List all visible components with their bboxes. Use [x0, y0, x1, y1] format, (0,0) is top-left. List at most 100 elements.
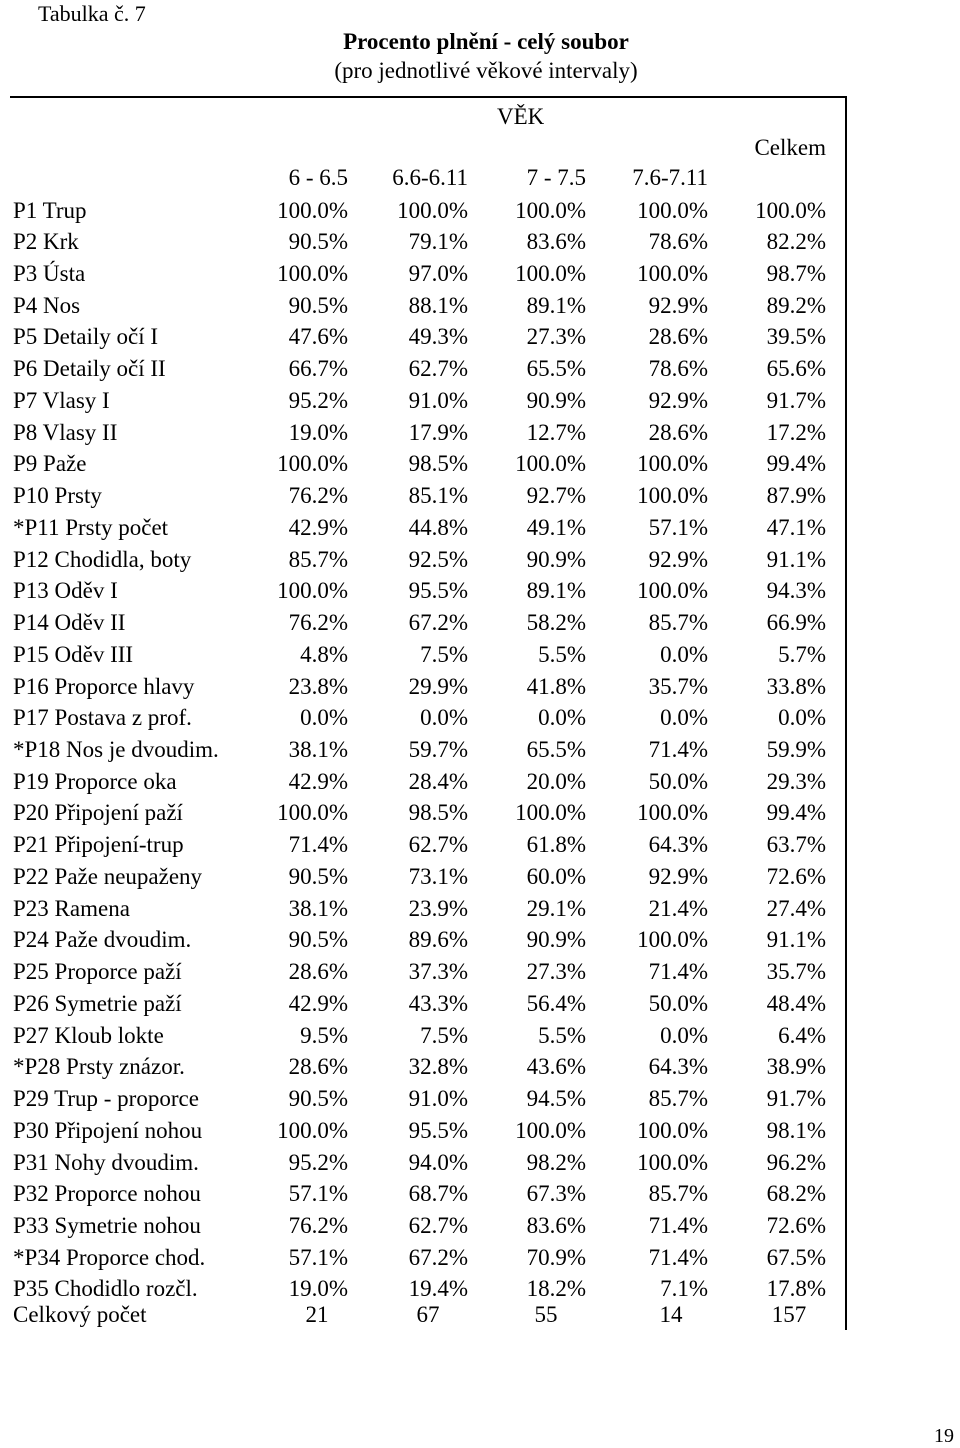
percent-cell: 32.8%	[408, 1054, 468, 1080]
percent-cell: 95.5%	[408, 1117, 468, 1143]
column-header: 7.6-7.11	[632, 165, 708, 190]
percent-cell: 100.0%	[277, 1117, 348, 1143]
percent-cell: 90.9%	[526, 546, 586, 572]
percent-cell: 7.5%	[420, 1022, 468, 1048]
page-number: 19	[934, 1425, 954, 1447]
row-label: *P34 Proporce chod.	[13, 1244, 206, 1270]
percent-cell: 28.6%	[288, 1054, 348, 1080]
row-label: P21 Připojení-trup	[13, 832, 184, 858]
percent-cell: 78.6%	[648, 356, 708, 382]
percent-cell: 76.2%	[288, 1213, 348, 1238]
percent-cell: 85.7%	[648, 1086, 708, 1112]
percent-cell: 27.3%	[526, 959, 586, 985]
row-label: P8 Vlasy II	[13, 419, 118, 445]
total-percent-cell: 100.0%	[755, 197, 826, 223]
total-percent-cell: 96.2%	[766, 1149, 826, 1175]
percent-cell: 73.1%	[408, 863, 468, 889]
percent-cell: 94.5%	[526, 1086, 586, 1112]
table-row: P35 Chodidlo rozčl. 19.0% 19.4% 18.2% 7.1% 17…	[0, 1274, 960, 1306]
percent-cell: 85.1%	[408, 483, 468, 509]
percent-cell: 28.6%	[648, 419, 708, 445]
percent-cell: 56.4%	[526, 990, 586, 1016]
percent-cell: 89.6%	[408, 927, 468, 953]
table-row: P12 Chodidla, boty 85.7% 92.5% 90.9% 92.9% 91…	[0, 545, 960, 577]
total-percent-cell: 72.6%	[766, 863, 826, 889]
row-label: *P28 Prsty znázor.	[13, 1054, 185, 1080]
row-label: P13 Oděv I	[13, 578, 118, 604]
total-count-cell: 67	[416, 1302, 440, 1327]
total-percent-cell: 33.8%	[766, 673, 826, 699]
total-count-cell: 21	[305, 1302, 329, 1327]
table-row: P33 Symetrie nohou 76.2% 62.7% 83.6% 71.4% 72…	[0, 1211, 960, 1243]
percent-cell: 20.0%	[526, 768, 586, 794]
row-label: P35 Chodidlo rozčl.	[13, 1276, 198, 1302]
column-header: 6 - 6.5	[288, 165, 348, 190]
percent-cell: 29.9%	[408, 673, 468, 699]
table-row: P14 Oděv II 76.2% 67.2% 58.2% 85.7% 66.9%	[0, 608, 960, 640]
total-percent-cell: 91.1%	[766, 927, 826, 953]
table-row: P19 Proporce oka 42.9% 28.4% 20.0% 50.0% 29.3…	[0, 767, 960, 799]
percent-cell: 0.0%	[660, 641, 708, 667]
percent-cell: 92.7%	[526, 483, 586, 509]
total-percent-cell: 47.1%	[766, 514, 826, 540]
percent-cell: 100.0%	[277, 260, 348, 286]
table-row: P25 Proporce paží 28.6% 37.3% 27.3% 71.4% 35.…	[0, 957, 960, 989]
row-label: P9 Paže	[13, 451, 87, 477]
percent-cell: 90.9%	[526, 387, 586, 413]
age-group-header: VĚK	[497, 104, 545, 129]
percent-cell: 85.7%	[648, 1181, 708, 1207]
percent-cell: 90.9%	[526, 927, 586, 953]
total-count-label: Celkový počet	[13, 1302, 147, 1327]
table-row: P1 Trup 100.0% 100.0% 100.0% 100.0% 100.0%	[0, 196, 960, 228]
percent-cell: 71.4%	[648, 1213, 708, 1238]
percent-cell: 68.7%	[408, 1181, 468, 1207]
table-row: P3 Ústa 100.0% 97.0% 100.0% 100.0% 98.7%	[0, 259, 960, 291]
percent-cell: 65.5%	[526, 356, 586, 382]
total-count-cell: 14	[659, 1302, 683, 1327]
percent-cell: 64.3%	[648, 1054, 708, 1080]
total-percent-cell: 5.7%	[778, 641, 826, 667]
percent-cell: 35.7%	[648, 673, 708, 699]
total-percent-cell: 65.6%	[766, 356, 826, 382]
percent-cell: 67.2%	[408, 610, 468, 636]
percent-cell: 44.8%	[408, 514, 468, 540]
percent-cell: 38.1%	[288, 736, 348, 762]
percent-cell: 92.9%	[648, 387, 708, 413]
percent-cell: 42.9%	[288, 514, 348, 540]
percent-cell: 92.5%	[408, 546, 468, 572]
row-label: P12 Chodidla, boty	[13, 546, 192, 572]
table-row: *P11 Prsty počet 42.9% 44.8% 49.1% 57.1% 47.1…	[0, 513, 960, 545]
column-headers: 6 - 6.5 6.6-6.11 7 - 7.5 7.6-7.11	[0, 163, 960, 193]
percent-cell: 100.0%	[637, 1149, 708, 1175]
percent-cell: 100.0%	[397, 197, 468, 223]
percent-cell: 100.0%	[637, 197, 708, 223]
row-label: P15 Oděv III	[13, 641, 134, 667]
table-row: *P28 Prsty znázor. 28.6% 32.8% 43.6% 64.3% 38…	[0, 1052, 960, 1084]
table-row: P29 Trup - proporce 90.5% 91.0% 94.5% 85.7% 9…	[0, 1084, 960, 1116]
row-label: P6 Detaily očí II	[13, 356, 166, 382]
table-row: P6 Detaily očí II 66.7% 62.7% 65.5% 78.6% 65.…	[0, 354, 960, 386]
row-label: P10 Prsty	[13, 483, 102, 509]
total-percent-cell: 39.5%	[766, 324, 826, 350]
percent-cell: 100.0%	[637, 927, 708, 953]
percent-cell: 100.0%	[637, 260, 708, 286]
percent-cell: 42.9%	[288, 768, 348, 794]
table-row: P15 Oděv III 4.8% 7.5% 5.5% 0.0% 5.7%	[0, 640, 960, 672]
row-label: P24 Paže dvoudim.	[13, 927, 192, 953]
total-percent-cell: 0.0%	[778, 705, 826, 731]
total-percent-cell: 68.2%	[766, 1181, 826, 1207]
table-title: Procento plnění - celý soubor	[343, 29, 629, 54]
percent-cell: 94.0%	[408, 1149, 468, 1175]
row-label: P2 Krk	[13, 229, 79, 255]
row-label: P26 Symetrie paží	[13, 990, 182, 1016]
row-label: P29 Trup - proporce	[13, 1086, 199, 1112]
percent-cell: 92.9%	[648, 292, 708, 318]
percent-cell: 100.0%	[515, 1117, 586, 1143]
percent-cell: 95.2%	[288, 1149, 348, 1175]
row-label: P23 Ramena	[13, 895, 130, 921]
total-percent-cell: 91.7%	[766, 387, 826, 413]
percent-cell: 12.7%	[526, 419, 586, 445]
percent-cell: 0.0%	[660, 705, 708, 731]
percent-cell: 100.0%	[637, 800, 708, 826]
percent-cell: 95.2%	[288, 387, 348, 413]
